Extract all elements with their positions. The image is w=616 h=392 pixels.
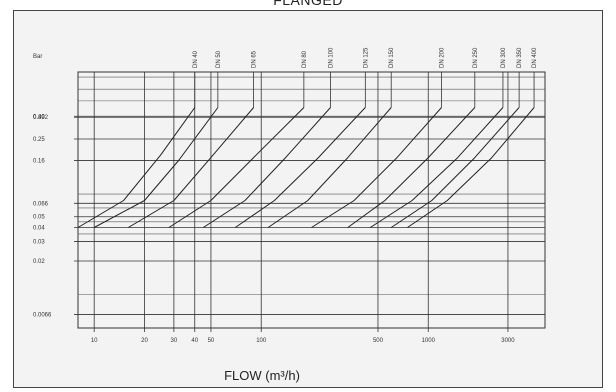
- x-tick-label: 20: [141, 338, 148, 344]
- series-line: [390, 107, 520, 228]
- x-tick-label: 10: [91, 338, 98, 344]
- x-tick-label: 1000: [422, 338, 436, 344]
- series-label: DN 400: [532, 47, 538, 68]
- y-tick-label: 0.25: [33, 137, 45, 143]
- x-tick-label: 3000: [501, 338, 515, 344]
- series-line: [203, 107, 331, 228]
- y-axis-label: Bar: [33, 54, 42, 60]
- series-label: DN 40: [193, 50, 199, 68]
- plot-area: [77, 71, 546, 329]
- series-line: [370, 107, 504, 228]
- series-line: [347, 107, 476, 228]
- series-line: [168, 107, 305, 228]
- series-label: DN 100: [329, 47, 335, 68]
- x-tick-label: 500: [373, 338, 384, 344]
- y-tick-label: 0.40: [33, 114, 45, 120]
- x-tick-label: 40: [191, 338, 198, 344]
- series-label: DN 250: [473, 47, 479, 68]
- y-tick-label: 0.066: [33, 201, 49, 207]
- y-tick-label: 0.03: [33, 239, 45, 245]
- series-line: [128, 107, 254, 228]
- series-label: DN 300: [501, 47, 507, 68]
- series-label: DN 50: [216, 50, 222, 68]
- chart-title: FLANGED: [273, 0, 343, 8]
- series-label: DN 125: [363, 47, 369, 68]
- series-line: [311, 107, 442, 228]
- series-label: DN 150: [389, 47, 395, 68]
- series-line: [267, 107, 392, 228]
- series-line: [235, 107, 366, 228]
- series-label: DN 350: [517, 47, 523, 68]
- series-line: [407, 107, 535, 228]
- series-line: [77, 107, 196, 228]
- y-tick-label: 0.392: [33, 115, 49, 121]
- y-tick-label: 0.05: [33, 215, 45, 221]
- x-axis-label: FLOW (m³/h): [224, 368, 300, 383]
- y-tick-label: 0.0066: [33, 313, 52, 319]
- chart-frame: [13, 10, 603, 388]
- series-label: DN 80: [302, 50, 308, 68]
- x-tick-label: 30: [171, 338, 178, 344]
- series-label: DN 200: [439, 47, 445, 68]
- x-tick-label: 50: [208, 338, 215, 344]
- series-line: [93, 107, 219, 228]
- x-tick-label: 100: [256, 338, 267, 344]
- y-tick-label: 0.04: [33, 226, 45, 232]
- series-label: DN 65: [252, 50, 258, 68]
- y-tick-label: 0.02: [33, 259, 45, 265]
- y-tick-label: 0.16: [33, 159, 45, 165]
